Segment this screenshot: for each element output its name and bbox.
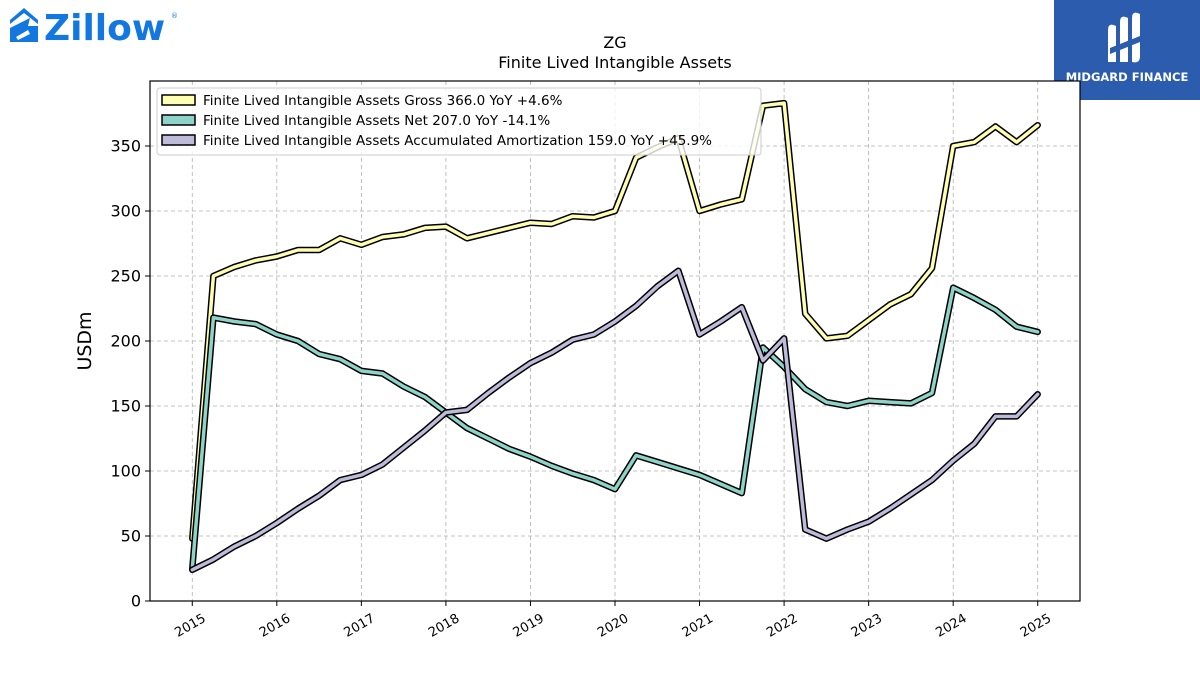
x-tick-label: 2022	[764, 611, 800, 641]
legend-swatch	[161, 114, 196, 126]
x-tick-label: 2024	[933, 611, 969, 641]
y-axis-label: USDm	[74, 311, 96, 370]
legend-swatch	[161, 134, 196, 146]
series-line	[190, 269, 1040, 572]
legend-box	[156, 87, 762, 156]
y-tick-label: 100	[110, 462, 141, 481]
x-tick-label: 2017	[342, 611, 378, 641]
zillow-wordmark: Zillow	[44, 8, 165, 48]
series-line	[190, 285, 1040, 571]
y-tick-label: 50	[121, 527, 141, 546]
y-axis: 0 50 100 150 200 250 300 350	[110, 137, 150, 611]
legend-swatch	[161, 94, 196, 106]
svg-text:®: ®	[171, 12, 178, 20]
legend-item: Finite Lived Intangible Assets Accumulat…	[161, 133, 712, 149]
chart-title: ZG	[603, 33, 626, 52]
chart-subtitle: Finite Lived Intangible Assets	[498, 53, 731, 72]
y-tick-label: 0	[131, 592, 141, 611]
x-tick-label: 2015	[172, 611, 208, 641]
legend: Finite Lived Intangible Assets Gross 366…	[156, 87, 762, 156]
y-tick-label: 300	[110, 202, 141, 221]
series-line	[190, 101, 1040, 541]
legend-item: Finite Lived Intangible Assets Net 207.0…	[161, 113, 550, 129]
series-layer	[189, 99, 1041, 574]
zillow-logo: Zillow ®	[4, 4, 184, 52]
series-3	[189, 267, 1041, 574]
legend-label: Finite Lived Intangible Assets Gross 366…	[203, 93, 563, 109]
x-tick-label: 2019	[511, 611, 547, 641]
y-tick-label: 200	[110, 332, 141, 351]
series-2	[189, 284, 1041, 572]
midgard-emblem-icon	[1108, 12, 1140, 63]
x-tick-label: 2025	[1018, 611, 1054, 641]
x-tick-label: 2016	[257, 611, 293, 641]
x-axis: 2015 2016 2017 2018 2019 2020 2021 2022 2023 2024…	[172, 601, 1054, 641]
x-tick-label: 2018	[426, 611, 462, 641]
y-tick-label: 250	[110, 267, 141, 286]
y-tick-label: 350	[110, 137, 141, 156]
legend-label: Finite Lived Intangible Assets Accumulat…	[203, 133, 712, 149]
midgard-wordmark: MIDGARD FINANCE	[1066, 70, 1189, 84]
legend-item: Finite Lived Intangible Assets Gross 366…	[161, 93, 563, 109]
series-1	[189, 99, 1041, 542]
x-tick-label: 2023	[849, 611, 885, 641]
zillow-house-icon	[10, 8, 38, 42]
legend-label: Finite Lived Intangible Assets Net 207.0…	[203, 113, 550, 129]
x-tick-label: 2021	[680, 611, 716, 641]
x-tick-label: 2020	[595, 611, 631, 641]
midgard-finance-logo: MIDGARD FINANCE	[1054, 0, 1200, 100]
y-tick-label: 150	[110, 397, 141, 416]
